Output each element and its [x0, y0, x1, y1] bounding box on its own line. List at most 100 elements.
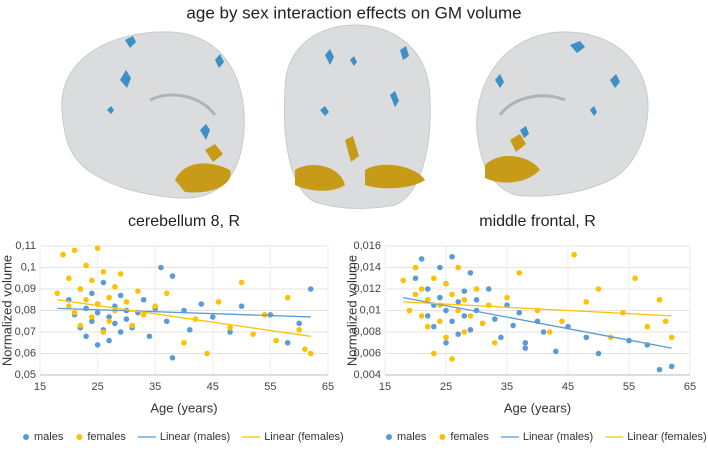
- legend-marker: [76, 434, 83, 440]
- point: [455, 331, 462, 337]
- point: [267, 312, 274, 318]
- legend-label: males: [34, 431, 64, 443]
- point: [89, 290, 95, 297]
- x-tick-label: 55: [623, 381, 635, 393]
- point: [94, 342, 101, 348]
- trend-line: [57, 307, 311, 318]
- point: [431, 275, 437, 282]
- point: [296, 320, 303, 327]
- y-tick-label: 0,05: [15, 369, 36, 381]
- y-tick-label: 0,006: [353, 347, 381, 359]
- point: [412, 264, 419, 271]
- point: [54, 290, 61, 297]
- point: [302, 346, 308, 353]
- point: [516, 270, 522, 276]
- point: [473, 286, 480, 292]
- point: [204, 350, 210, 357]
- point: [117, 292, 124, 299]
- point: [467, 313, 474, 319]
- point: [418, 256, 425, 262]
- point: [449, 318, 455, 325]
- point: [123, 316, 130, 322]
- legend-marker: [23, 434, 29, 440]
- point: [553, 348, 559, 355]
- x-tick-label: 45: [562, 381, 574, 393]
- legend-label: males: [397, 431, 427, 443]
- point: [437, 318, 443, 325]
- x-tick-label: 35: [501, 381, 513, 393]
- point: [443, 307, 449, 314]
- point: [644, 323, 651, 330]
- point: [112, 320, 118, 327]
- point: [455, 299, 462, 305]
- y-tick-label: 0,012: [353, 283, 381, 295]
- point: [443, 280, 449, 287]
- point: [455, 264, 462, 271]
- y-tick-label: 0,09: [15, 283, 36, 295]
- point: [89, 314, 95, 320]
- point: [181, 307, 187, 314]
- y-tick-label: 0,01: [360, 304, 381, 316]
- x-tick-label: 25: [91, 381, 103, 393]
- brain-images: [61, 24, 649, 209]
- point: [284, 294, 291, 301]
- point: [437, 264, 443, 271]
- point: [418, 313, 425, 319]
- legend-label: Linear (females): [627, 431, 706, 443]
- point: [210, 314, 216, 320]
- point: [89, 277, 95, 284]
- y-tick-label: 0,07: [15, 326, 36, 338]
- point: [296, 327, 303, 333]
- x-tick-label: 65: [684, 381, 696, 393]
- point: [152, 303, 158, 310]
- point: [117, 329, 124, 335]
- x-tick-label: 15: [379, 381, 391, 393]
- y-tick-label: 0,014: [353, 261, 381, 273]
- point: [473, 296, 480, 303]
- point: [163, 290, 170, 297]
- brain-left: [61, 31, 245, 199]
- y-axis-label: Normalized volume: [0, 255, 14, 366]
- point: [668, 363, 675, 370]
- point: [504, 302, 510, 308]
- point: [117, 271, 124, 277]
- point: [431, 323, 437, 330]
- point: [583, 334, 590, 341]
- point: [504, 294, 510, 301]
- point: [71, 309, 78, 316]
- point: [418, 286, 425, 292]
- brain-right: [476, 31, 649, 197]
- point: [522, 345, 529, 351]
- y-tick-label: 0,004: [353, 369, 381, 381]
- point: [540, 329, 547, 335]
- point: [461, 329, 468, 335]
- y-tick-label: 0,016: [353, 240, 381, 252]
- point: [595, 286, 602, 292]
- point: [106, 294, 112, 301]
- x-tick-label: 15: [34, 381, 46, 393]
- point: [123, 299, 130, 305]
- point: [461, 313, 468, 319]
- point: [83, 262, 89, 269]
- point: [437, 294, 443, 301]
- figure-title: age by sex interaction effects on GM vol…: [186, 3, 521, 22]
- x-axis-label: Age (years): [504, 400, 571, 415]
- point: [215, 299, 222, 305]
- point: [227, 329, 233, 335]
- point: [307, 286, 314, 292]
- point: [424, 323, 431, 330]
- point: [443, 334, 449, 341]
- point: [467, 270, 474, 276]
- point: [424, 296, 431, 303]
- point: [284, 339, 291, 346]
- point: [106, 337, 112, 344]
- point: [479, 320, 486, 327]
- point: [250, 331, 256, 337]
- legend-label: Linear (females): [264, 431, 343, 443]
- point: [461, 296, 468, 303]
- point: [66, 303, 72, 310]
- point: [227, 324, 233, 331]
- x-tick-label: 55: [264, 381, 276, 393]
- point: [112, 284, 118, 290]
- point: [424, 313, 431, 319]
